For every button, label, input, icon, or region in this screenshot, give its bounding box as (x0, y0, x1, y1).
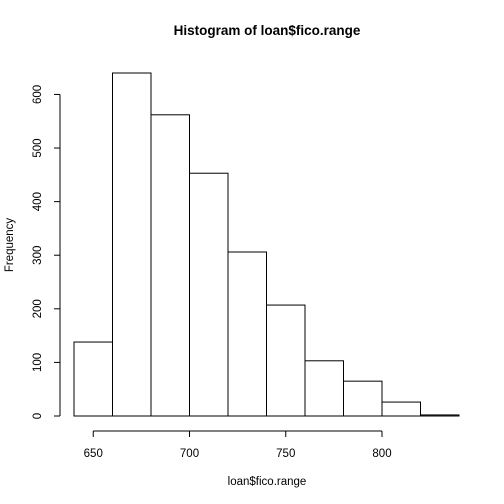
histogram-bar-8 (381, 401, 421, 417)
y-tick-label: 600 (32, 85, 44, 104)
y-tick-label: 500 (32, 138, 44, 157)
histogram-bar-7 (343, 380, 383, 417)
x-axis: 650 700 750 800 (84, 430, 392, 460)
x-tick-label: 650 (84, 448, 103, 460)
y-tick-label: 0 (32, 413, 44, 419)
histogram-bar-5 (266, 304, 306, 417)
histogram-bar-9 (420, 414, 460, 417)
histogram-bar-3 (189, 172, 229, 417)
bars (73, 72, 460, 417)
y-tick-label: 400 (32, 192, 44, 211)
histogram-bar-1 (112, 72, 152, 417)
x-tick-label: 800 (372, 448, 391, 460)
y-axis: 0 100 200 300 400 500 600 (32, 85, 61, 419)
x-axis-label: loan$fico.range (228, 476, 307, 488)
histogram-bar-4 (227, 251, 267, 417)
histogram-bar-2 (150, 114, 190, 417)
histogram-bar-6 (304, 360, 344, 417)
histogram-bar-0 (73, 341, 113, 417)
y-tick-label: 100 (32, 353, 44, 372)
x-tick-label: 750 (276, 448, 295, 460)
y-tick-label: 300 (32, 246, 44, 265)
chart-title: Histogram of loan$fico.range (174, 23, 361, 38)
y-axis-label: Frequency (4, 218, 16, 273)
x-tick-label: 700 (180, 448, 199, 460)
y-tick-label: 200 (32, 299, 44, 318)
